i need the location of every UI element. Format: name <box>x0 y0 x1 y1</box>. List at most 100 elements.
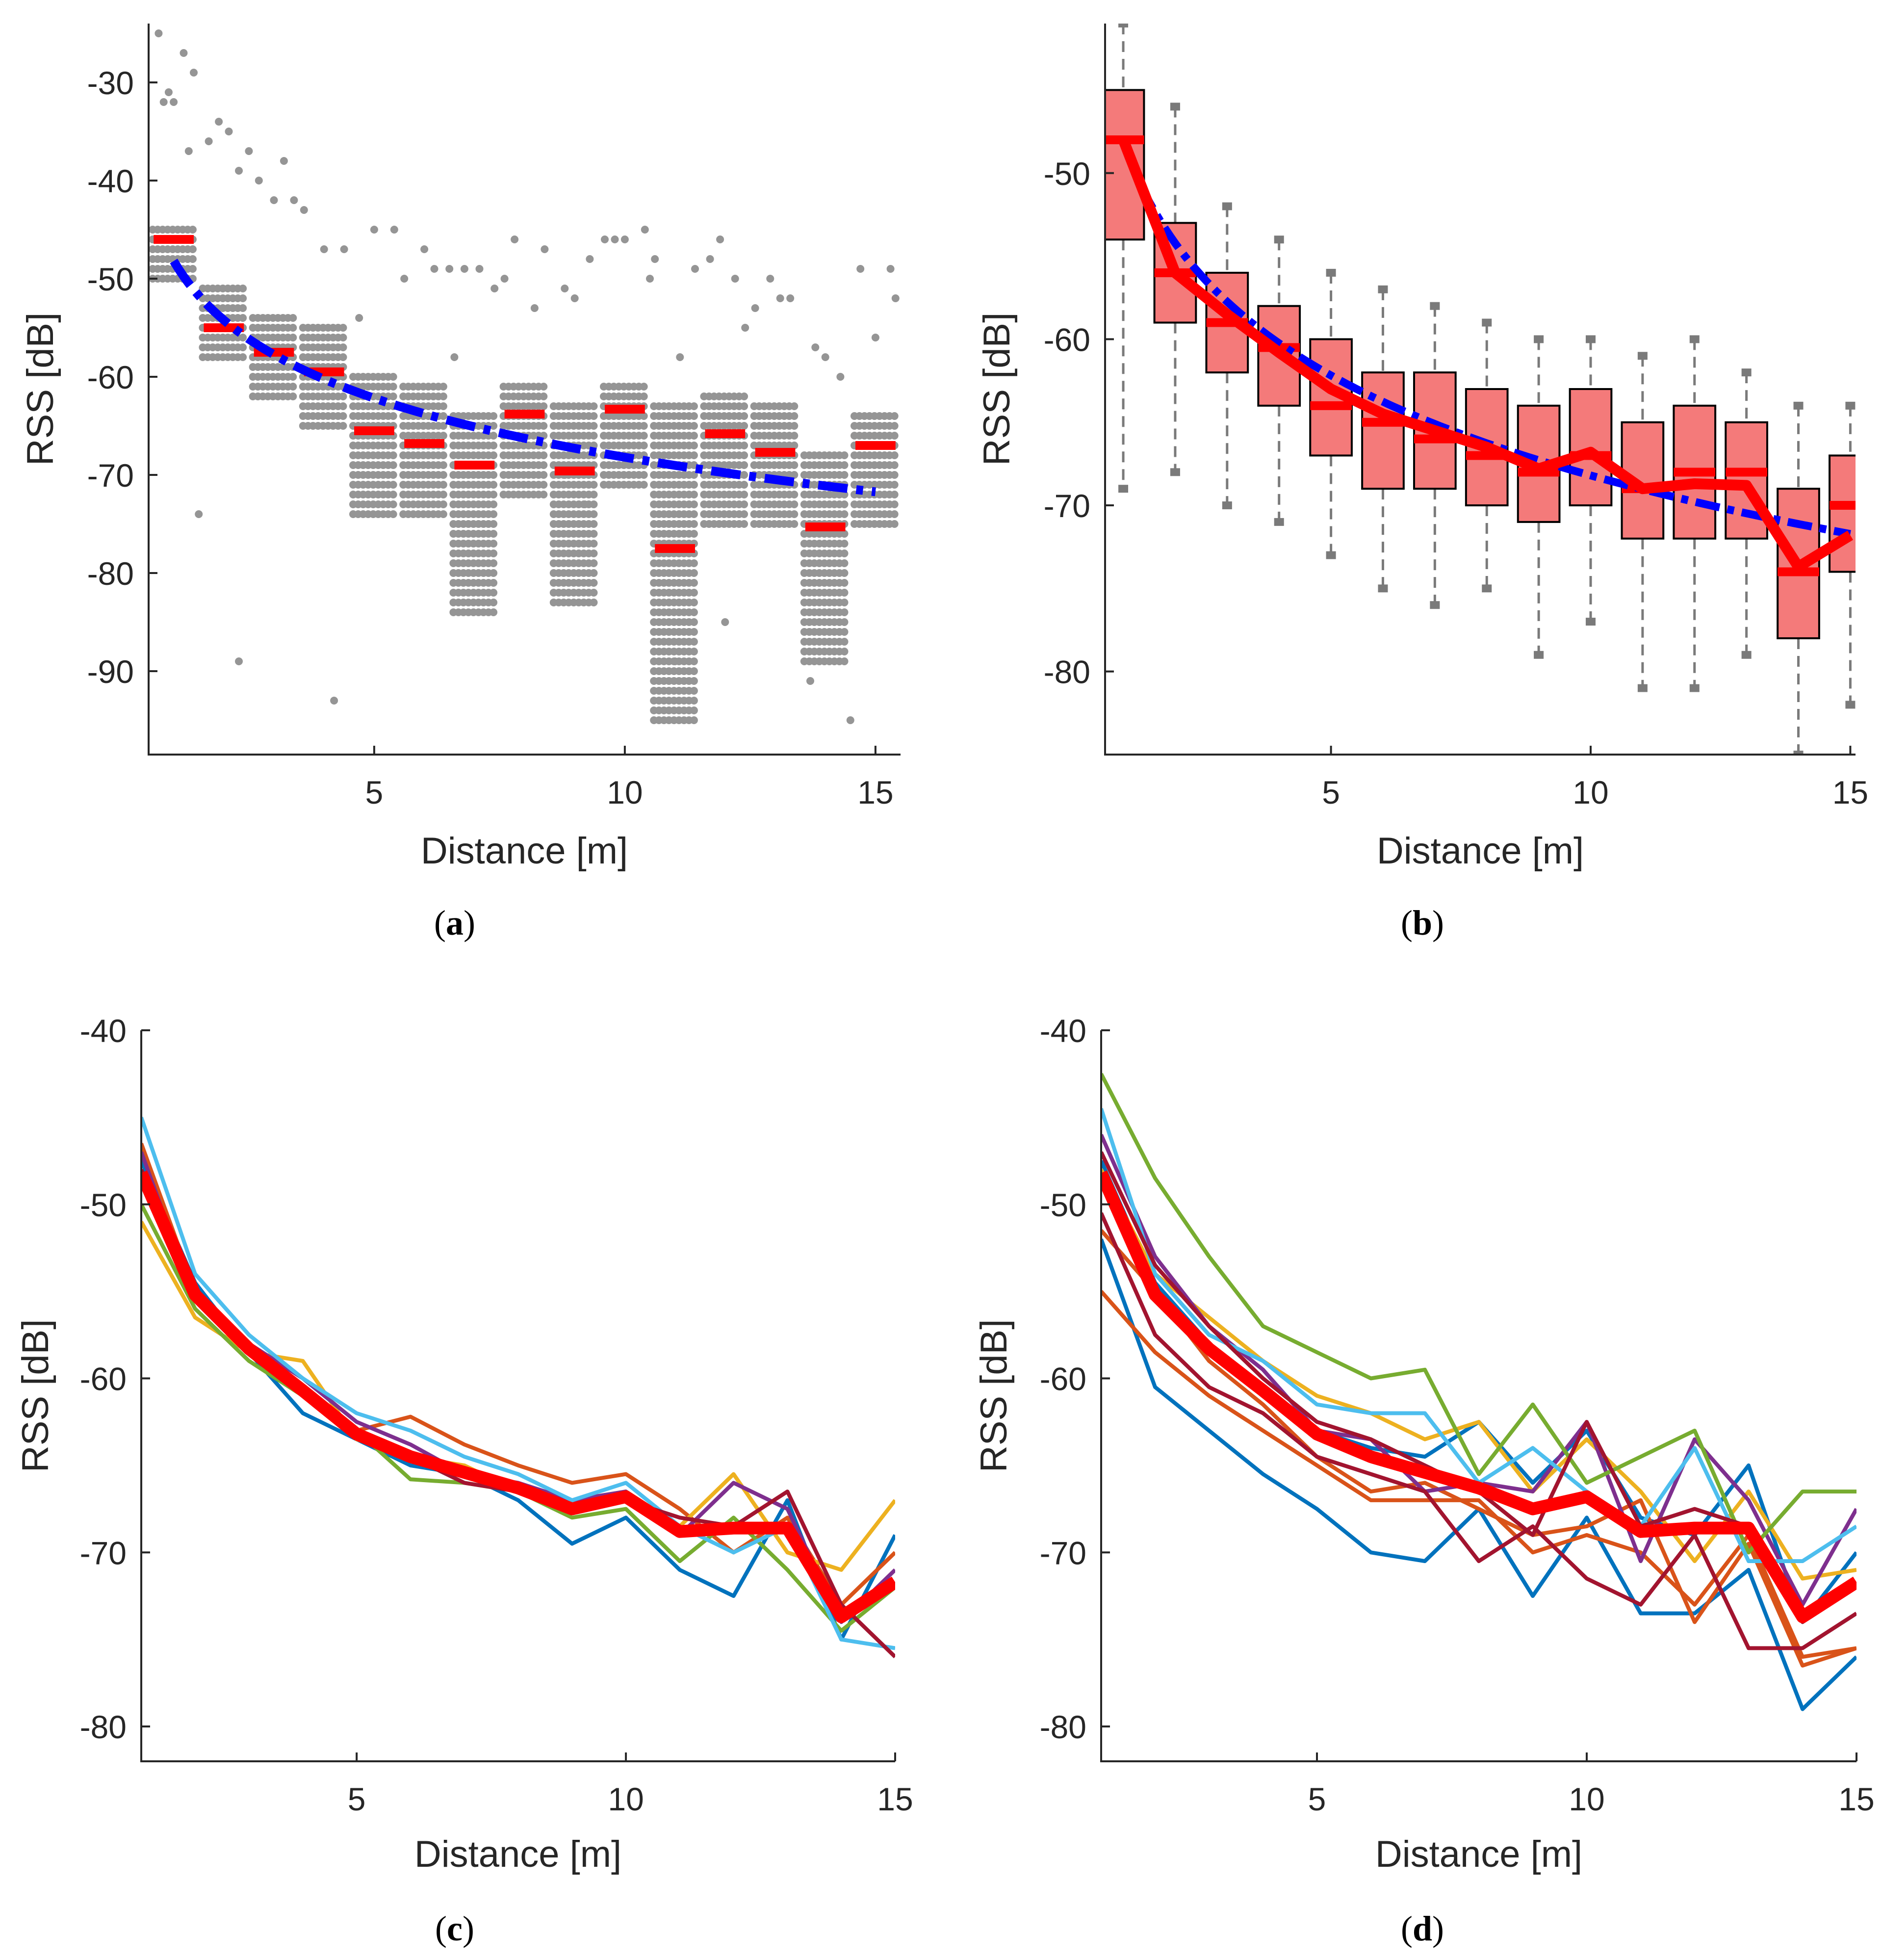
scatter-outlier <box>706 255 714 263</box>
panel-a-caption-letter: a <box>446 903 464 942</box>
scatter-point <box>640 471 648 479</box>
scatter-point <box>890 412 899 420</box>
scatter-point <box>840 559 849 567</box>
scatter-point <box>690 500 698 508</box>
scatter-point <box>439 500 447 508</box>
scatter-point <box>339 353 347 361</box>
scatter-point <box>690 442 698 449</box>
scatter-outlier <box>490 285 499 292</box>
panel-a-xtick-label: 5 <box>365 774 384 810</box>
scatter-outlier <box>370 226 378 234</box>
scatter-outlier <box>871 334 879 341</box>
panel-d-ytick-label: -40 <box>1040 1013 1086 1049</box>
scatter-point <box>590 520 598 528</box>
scatter-outlier <box>691 265 699 273</box>
box-cap-max <box>1534 335 1544 343</box>
scatter-outlier <box>646 275 654 283</box>
scatter-outlier <box>541 245 549 253</box>
panel-a-xlabel: Distance [m] <box>421 830 628 872</box>
scatter-point <box>740 510 748 518</box>
scatter-point <box>239 304 247 312</box>
panel-d-xtick-label: 10 <box>1569 1781 1604 1817</box>
fit-curve <box>170 259 876 497</box>
scatter-point <box>690 618 698 626</box>
scatter-point <box>339 412 347 420</box>
scatter-outlier <box>215 118 223 126</box>
panel-c-plot-area <box>141 1117 895 1658</box>
scatter-point <box>790 471 799 479</box>
scatter-point <box>740 500 748 508</box>
box-cap-max <box>1845 401 1856 410</box>
scatter-point <box>690 579 698 587</box>
scatter-outlier <box>430 265 438 273</box>
series-line <box>141 1143 895 1607</box>
scatter-point <box>790 442 799 449</box>
scatter-point <box>840 461 849 469</box>
box-cap-min <box>1378 584 1388 593</box>
scatter-point <box>790 402 799 410</box>
box-cap-min <box>1793 751 1804 755</box>
panel-c-caption-letter: c <box>447 1909 463 1948</box>
scatter-outlier <box>235 657 243 665</box>
scatter-point <box>640 392 648 400</box>
series-line <box>141 1221 895 1572</box>
scatter-point <box>389 392 397 400</box>
scatter-point <box>890 432 899 440</box>
scatter-point <box>389 383 397 391</box>
series-line <box>141 1117 895 1650</box>
scatter-point <box>439 432 447 440</box>
scatter-point <box>490 520 498 528</box>
scatter-outlier <box>450 353 459 361</box>
scatter-point <box>490 559 498 567</box>
panel-d-ytick-label: -60 <box>1040 1361 1086 1397</box>
scatter-point <box>690 677 698 685</box>
scatter-point <box>840 471 849 479</box>
scatter-outlier <box>836 373 845 381</box>
scatter-point <box>640 412 648 420</box>
scatter-outlier <box>180 49 188 57</box>
scatter-point <box>188 255 197 263</box>
scatter-point <box>540 383 548 391</box>
scatter-point <box>339 392 347 400</box>
scatter-outlier <box>821 353 829 361</box>
scatter-point <box>890 481 899 489</box>
scatter-point <box>289 324 297 332</box>
scatter-point <box>590 549 598 557</box>
panel-c-ytick-label: -50 <box>80 1187 127 1223</box>
scatter-point <box>840 628 849 636</box>
scatter-point <box>490 579 498 587</box>
series-line <box>141 1203 895 1633</box>
scatter-point <box>239 353 247 361</box>
scatter-point <box>490 432 498 440</box>
scatter-point <box>590 402 598 410</box>
scatter-point <box>188 245 197 253</box>
scatter-outlier <box>420 245 429 253</box>
scatter-point <box>790 412 799 420</box>
scatter-point <box>690 638 698 646</box>
panel-a-ytick-label: -60 <box>87 359 134 395</box>
panel-d-plot-area <box>1101 1072 1856 1711</box>
scatter-point <box>690 697 698 705</box>
scatter-point <box>188 226 197 234</box>
scatter-point <box>490 442 498 449</box>
scatter-outlier <box>225 128 233 135</box>
panel-d-xtick-label: 5 <box>1308 1781 1326 1817</box>
scatter-point <box>389 442 397 449</box>
scatter-point <box>690 520 698 528</box>
panel-a-axes <box>148 24 901 756</box>
panel-a-ytick-label: -90 <box>87 653 134 690</box>
series-line <box>141 1169 895 1658</box>
box-body <box>1829 454 1856 573</box>
scatter-point <box>790 422 799 430</box>
panel-b-ytick-label: -80 <box>1044 654 1090 690</box>
scatter-point <box>289 383 297 391</box>
scatter-point <box>690 402 698 410</box>
scatter-point <box>840 657 849 665</box>
panel-b-axes <box>1104 24 1856 756</box>
panel-b-caption-letter: b <box>1413 903 1432 942</box>
scatter-point <box>740 451 748 459</box>
scatter-point <box>540 392 548 400</box>
scatter-outlier <box>651 255 659 263</box>
panel-c-ytick-label: -70 <box>80 1535 127 1571</box>
scatter-point <box>590 579 598 587</box>
